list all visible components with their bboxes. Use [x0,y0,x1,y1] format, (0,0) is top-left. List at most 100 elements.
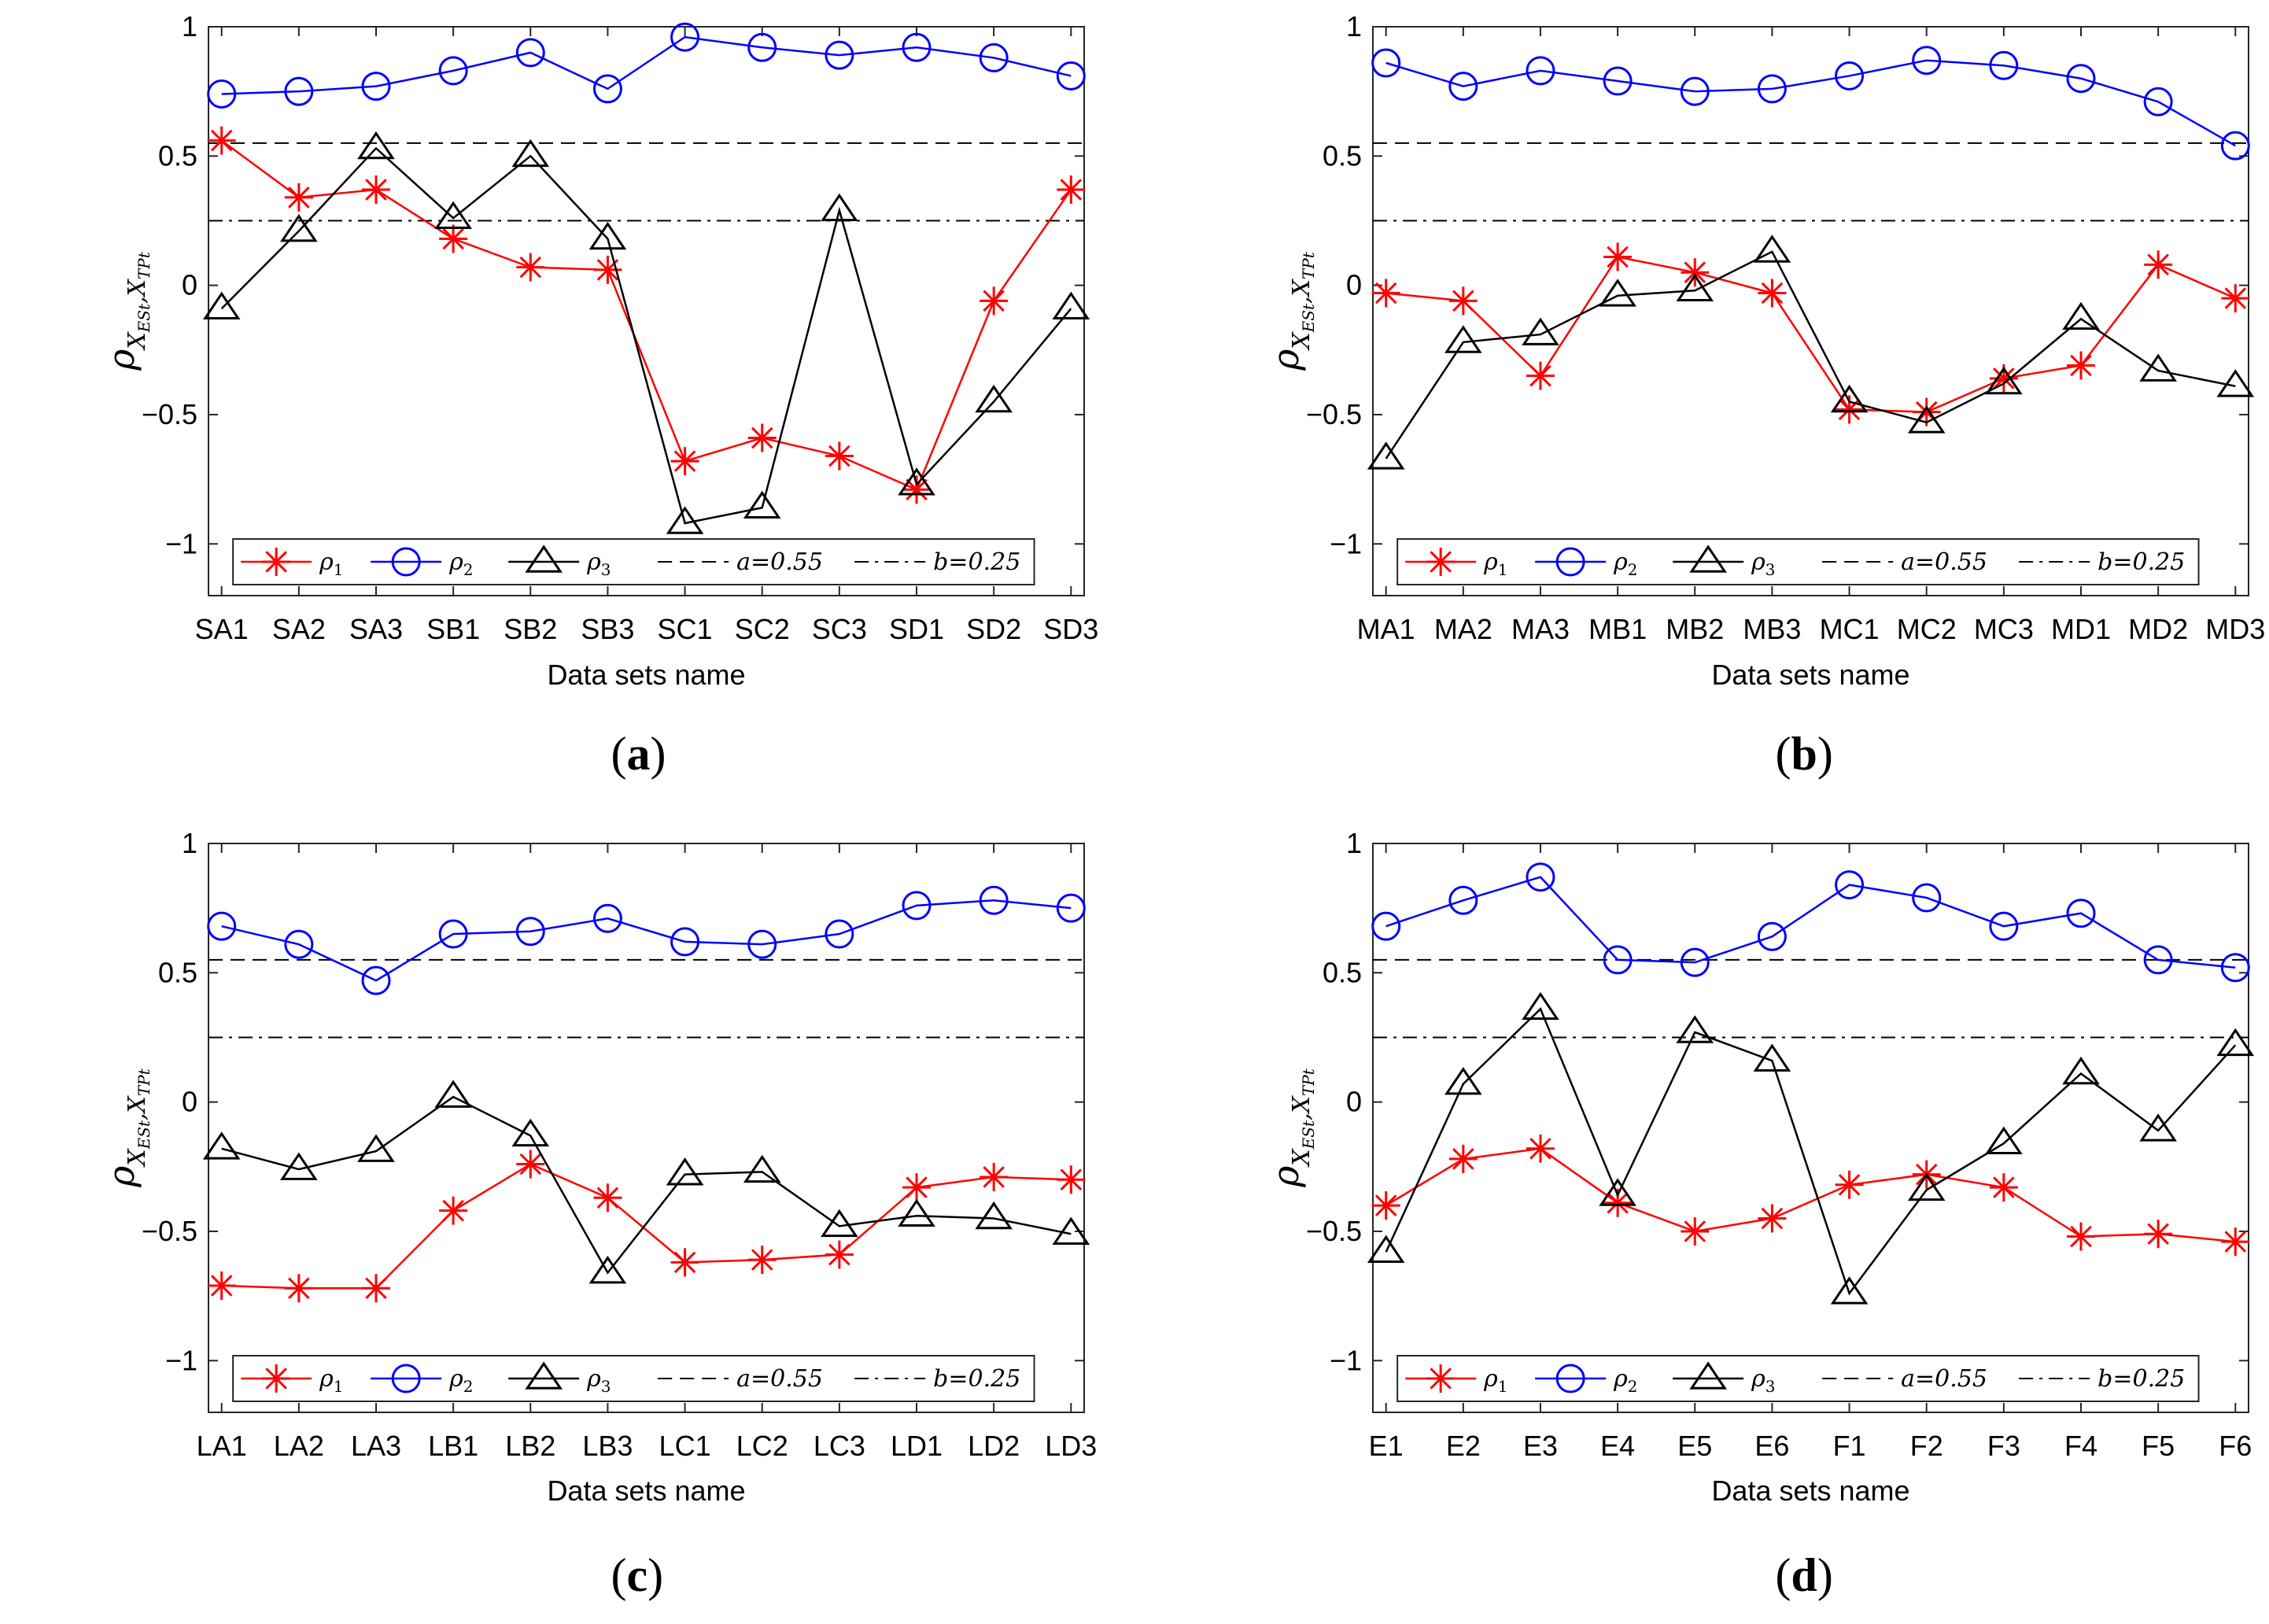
legend-subscript: 1 [1498,560,1508,579]
panel-label-open: ( [611,1549,627,1601]
legend-marker-rho1 [1426,1364,1455,1393]
x-tick-label: MB1 [1588,613,1647,645]
panel-label-open: ( [1776,728,1791,780]
data-point-rho3 [743,1154,781,1183]
y-axis-rho: ρ [100,349,142,371]
data-point-rho1 [1835,395,1864,424]
data-point-rho2 [902,32,932,62]
data-point-rho2 [1603,945,1633,975]
legend-symbol: ρ [1751,548,1765,576]
legend-label-rho3: ρ3 [586,1365,611,1396]
y-axis-sub-est: ESt [1299,1120,1318,1150]
data-point-rho2 [1371,911,1401,941]
data-point-rho2 [2066,899,2096,928]
data-point-rho3 [511,138,550,168]
y-tick-label: 0.5 [158,956,197,988]
data-point-rho3 [1753,234,1791,263]
data-point-rho3 [898,1198,935,1227]
x-tick-label: F2 [1910,1430,1943,1462]
data-point-rho3 [1985,1126,2023,1155]
x-tick-label: MC3 [1974,613,2034,645]
legend-box [1396,538,2200,585]
data-point-rho2 [1989,911,2019,941]
data-point-rho3 [2062,1056,2100,1085]
data-point-rho1 [670,447,699,476]
series-line-rho2 [221,899,1072,982]
y-axis-title: ρXESt,XTPt [100,1068,153,1187]
x-tick-label: F6 [2219,1430,2252,1462]
legend-marker-rho1 [1426,548,1455,576]
legend-subscript: 2 [1628,1377,1638,1396]
y-axis-rho: ρ [100,1166,142,1188]
x-axis-title: Data sets name [547,659,745,691]
data-point-rho1 [1758,1204,1787,1233]
data-point-rho1 [980,286,1009,316]
y-tick-label: −1 [165,527,197,559]
data-point-rho1 [284,183,313,212]
x-tick-label: SC1 [658,613,713,645]
legend-label-rho1: ρ1 [1483,548,1507,579]
x-tick-label: SC2 [735,613,790,645]
x-tick-label: SD1 [889,613,944,645]
panel-label: (b) [1776,728,1833,780]
y-tick-label: −0.5 [142,1215,197,1247]
y-axis-sub-est: ESt [135,1120,153,1150]
x-tick-label: LA3 [351,1430,401,1462]
data-point-rho2 [515,38,545,68]
x-tick-label: MA3 [1511,613,1570,645]
data-point-rho3 [2216,369,2255,397]
y-axis-title: ρXESt,XTPt [1264,251,1318,371]
legend-marker-rho3 [1689,1361,1727,1390]
series-line-rho1 [221,1163,1072,1290]
x-tick-label: F4 [2064,1430,2097,1462]
y-axis-rho: ρ [1264,1166,1307,1188]
data-point-rho2 [1680,947,1710,977]
data-point-rho2 [438,56,468,86]
data-point-rho3 [975,384,1013,413]
legend-symbol: ρ [319,548,334,576]
series-line-rho3 [220,146,1072,525]
y-axis-sub-tpt: TPt [1299,1068,1318,1096]
x-tick-label: SA3 [349,613,403,645]
panel-label-letter: a [626,728,650,780]
y-axis-comma: , [1288,296,1315,304]
series-line-rho3 [1385,1007,2237,1296]
x-tick-label: MB2 [1666,613,1724,645]
data-point-rho3 [666,506,704,534]
series-line-rho2 [1385,59,2236,147]
legend-label-b: b=0.25 [933,548,1020,576]
series-line-rho1 [1385,1147,2236,1243]
x-tick-label: LC3 [814,1430,865,1462]
y-tick-label: −0.5 [1306,398,1362,430]
data-point-rho3 [1444,325,1482,353]
y-axis-sub-est: ESt [1299,303,1318,333]
legend-label-b: b=0.25 [2097,1365,2185,1393]
x-tick-label: F1 [1833,1430,1866,1462]
y-axis-sub-tpt: TPt [135,1068,153,1096]
data-point-rho2 [2143,87,2173,116]
legend-subscript: 3 [1765,1377,1776,1396]
y-tick-label: 0.5 [1323,956,1362,988]
legend-label-b: b=0.25 [933,1365,1020,1393]
data-point-rho2 [1757,74,1787,104]
data-point-rho1 [1989,1173,2018,1202]
legend-label-a: a=0.55 [1901,1365,1987,1393]
plot-frame [208,26,1085,596]
legend-subscript: 2 [463,1377,474,1396]
panel-label: (c) [611,1549,664,1601]
x-tick-label: E5 [1677,1430,1712,1462]
panel-label-close: ) [650,728,666,780]
y-axis-sub-tpt: TPt [135,251,153,279]
data-point-rho1 [2221,284,2250,313]
legend-marker-rho1 [262,548,291,576]
data-point-rho1 [2067,351,2096,380]
legend-symbol: ρ [1613,1365,1628,1393]
legend-label-rho2: ρ2 [1613,1365,1637,1396]
data-point-rho2 [284,76,314,106]
x-tick-label: SA2 [272,613,326,645]
data-point-rho1 [1448,286,1478,316]
data-point-rho3 [357,1134,395,1162]
x-tick-label: LB3 [582,1430,633,1462]
data-point-rho1 [1603,1188,1633,1217]
